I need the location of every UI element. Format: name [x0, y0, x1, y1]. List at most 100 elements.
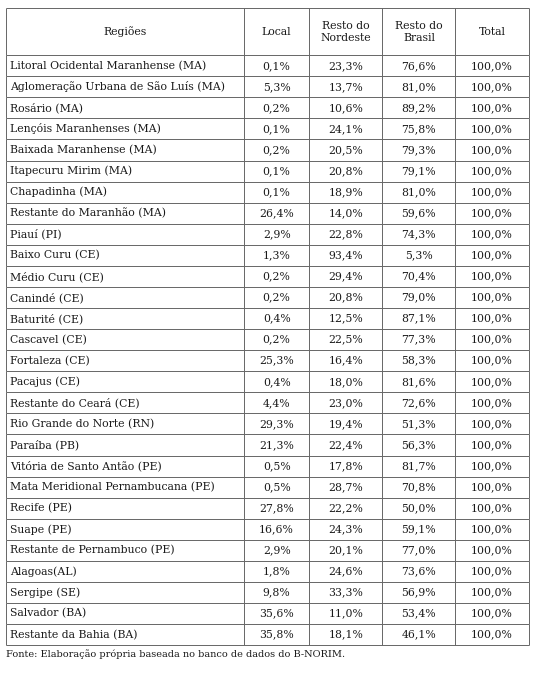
Text: Piauí (PI): Piauí (PI) [10, 229, 62, 239]
Text: 100,0%: 100,0% [471, 566, 513, 576]
Text: Vitória de Santo Antão (PE): Vitória de Santo Antão (PE) [10, 461, 162, 471]
Text: 33,3%: 33,3% [328, 587, 363, 598]
Text: 73,6%: 73,6% [402, 566, 437, 576]
Text: Rio Grande do Norte (RN): Rio Grande do Norte (RN) [10, 419, 155, 429]
Text: 4,4%: 4,4% [263, 398, 291, 408]
Text: Alagoas(AL): Alagoas(AL) [10, 566, 77, 577]
Text: 20,8%: 20,8% [328, 293, 363, 302]
Text: 56,3%: 56,3% [402, 440, 437, 450]
Text: 18,1%: 18,1% [328, 629, 363, 640]
Text: 0,2%: 0,2% [263, 271, 291, 282]
Text: Chapadinha (MA): Chapadinha (MA) [10, 187, 107, 197]
Text: 35,8%: 35,8% [259, 629, 294, 640]
Text: 100,0%: 100,0% [471, 356, 513, 366]
Text: 58,3%: 58,3% [402, 356, 437, 366]
Text: Lençóis Maranhenses (MA): Lençóis Maranhenses (MA) [10, 124, 161, 135]
Text: 53,4%: 53,4% [402, 609, 436, 618]
Text: 9,8%: 9,8% [263, 587, 291, 598]
Text: 29,3%: 29,3% [259, 419, 294, 429]
Text: 100,0%: 100,0% [471, 166, 513, 176]
Text: 0,1%: 0,1% [263, 166, 291, 176]
Text: Baturité (CE): Baturité (CE) [10, 313, 83, 324]
Text: 59,1%: 59,1% [402, 524, 436, 534]
Text: 18,9%: 18,9% [328, 187, 363, 197]
Text: Restante do Maranhão (MA): Restante do Maranhão (MA) [10, 208, 166, 219]
Text: 100,0%: 100,0% [471, 629, 513, 640]
Text: 29,4%: 29,4% [328, 271, 363, 282]
Text: 24,6%: 24,6% [328, 566, 363, 576]
Text: 0,2%: 0,2% [263, 145, 291, 155]
Text: 22,4%: 22,4% [328, 440, 363, 450]
Text: Restante do Ceará (CE): Restante do Ceará (CE) [10, 397, 140, 408]
Text: 100,0%: 100,0% [471, 419, 513, 429]
Text: 14,0%: 14,0% [328, 208, 363, 218]
Text: Resto do
Nordeste: Resto do Nordeste [320, 21, 371, 43]
Text: Médio Curu (CE): Médio Curu (CE) [10, 271, 104, 282]
Text: 5,3%: 5,3% [405, 250, 433, 260]
Text: Local: Local [262, 27, 292, 37]
Text: 0,2%: 0,2% [263, 103, 291, 113]
Text: 56,9%: 56,9% [402, 587, 436, 598]
Text: 5,3%: 5,3% [263, 82, 291, 92]
Text: 0,4%: 0,4% [263, 377, 291, 387]
Text: 100,0%: 100,0% [471, 335, 513, 344]
Text: Suape (PE): Suape (PE) [10, 524, 72, 535]
Text: 2,9%: 2,9% [263, 545, 291, 555]
Text: 100,0%: 100,0% [471, 482, 513, 492]
Text: 100,0%: 100,0% [471, 461, 513, 471]
Text: 100,0%: 100,0% [471, 124, 513, 134]
Text: 81,0%: 81,0% [401, 82, 437, 92]
Text: 16,4%: 16,4% [328, 356, 363, 366]
Text: 19,4%: 19,4% [328, 419, 363, 429]
Text: 21,3%: 21,3% [259, 440, 294, 450]
Text: 35,6%: 35,6% [259, 609, 294, 618]
Text: Aglomeração Urbana de São Luís (MA): Aglomeração Urbana de São Luís (MA) [10, 81, 225, 92]
Text: 93,4%: 93,4% [328, 250, 363, 260]
Text: Itapecuru Mirim (MA): Itapecuru Mirim (MA) [10, 166, 132, 177]
Text: 59,6%: 59,6% [402, 208, 436, 218]
Text: 100,0%: 100,0% [471, 145, 513, 155]
Text: 100,0%: 100,0% [471, 250, 513, 260]
Text: 46,1%: 46,1% [402, 629, 437, 640]
Text: 70,4%: 70,4% [402, 271, 436, 282]
Text: 22,8%: 22,8% [328, 229, 363, 239]
Text: 22,5%: 22,5% [328, 335, 363, 344]
Text: 27,8%: 27,8% [259, 503, 294, 513]
Text: 74,3%: 74,3% [402, 229, 436, 239]
Text: 81,6%: 81,6% [401, 377, 437, 387]
Text: 72,6%: 72,6% [402, 398, 437, 408]
Text: 18,0%: 18,0% [328, 377, 363, 387]
Text: 100,0%: 100,0% [471, 187, 513, 197]
Text: 51,3%: 51,3% [402, 419, 437, 429]
Text: 28,7%: 28,7% [328, 482, 363, 492]
Text: Recife (PE): Recife (PE) [10, 503, 72, 513]
Text: 70,8%: 70,8% [402, 482, 437, 492]
Text: 100,0%: 100,0% [471, 82, 513, 92]
Text: Regiões: Regiões [104, 26, 147, 37]
Text: 79,3%: 79,3% [402, 145, 436, 155]
Text: Fortaleza (CE): Fortaleza (CE) [10, 355, 90, 366]
Text: Baixo Curu (CE): Baixo Curu (CE) [10, 250, 100, 261]
Text: 24,1%: 24,1% [328, 124, 363, 134]
Text: 50,0%: 50,0% [402, 503, 437, 513]
Text: 2,9%: 2,9% [263, 229, 291, 239]
Text: 12,5%: 12,5% [328, 313, 363, 324]
Text: Mata Meridional Pernambucana (PE): Mata Meridional Pernambucana (PE) [10, 482, 215, 492]
Text: 22,2%: 22,2% [328, 503, 363, 513]
Text: 100,0%: 100,0% [471, 229, 513, 239]
Text: 81,0%: 81,0% [401, 187, 437, 197]
Text: 26,4%: 26,4% [259, 208, 294, 218]
Text: 0,1%: 0,1% [263, 124, 291, 134]
Text: 1,8%: 1,8% [263, 566, 291, 576]
Text: 100,0%: 100,0% [471, 313, 513, 324]
Text: Canindé (CE): Canindé (CE) [10, 292, 84, 303]
Text: 77,0%: 77,0% [402, 545, 436, 555]
Text: 11,0%: 11,0% [328, 609, 363, 618]
Text: 0,5%: 0,5% [263, 461, 291, 471]
Text: Paraíba (PB): Paraíba (PB) [10, 440, 79, 451]
Text: 0,1%: 0,1% [263, 61, 291, 71]
Text: 1,3%: 1,3% [263, 250, 291, 260]
Text: 100,0%: 100,0% [471, 587, 513, 598]
Text: 100,0%: 100,0% [471, 524, 513, 534]
Text: 81,7%: 81,7% [402, 461, 437, 471]
